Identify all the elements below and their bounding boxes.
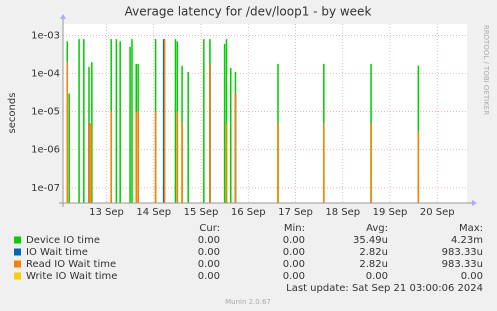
plot-area — [63, 24, 467, 203]
legend-swatch — [14, 272, 21, 280]
legend-value: 983.33u — [442, 259, 483, 270]
x-tick-label: 20 Sep — [420, 207, 455, 218]
legend-swatch — [14, 236, 21, 244]
x-tick-label: 16 Sep — [231, 207, 266, 218]
legend-header: Avg: — [366, 223, 388, 234]
x-tick-label: 17 Sep — [278, 207, 313, 218]
legend-label: Device IO time — [26, 235, 100, 246]
legend-value: 0.00 — [461, 271, 483, 282]
side-text: RRDTOOL / TOBI OETIKER — [482, 25, 490, 115]
legend-header: Max: — [459, 223, 483, 234]
legend-value: 0.00 — [198, 235, 220, 246]
chart-title: Average latency for /dev/loop1 - by week — [125, 5, 372, 19]
legend-swatch — [14, 248, 21, 256]
legend-value: 4.23m — [451, 235, 483, 246]
legend-value: 0.00 — [366, 271, 388, 282]
legend-label: Write IO Wait time — [26, 271, 117, 282]
y-tick-label: 1e-04 — [31, 69, 60, 80]
legend-header: Min: — [284, 223, 305, 234]
legend-value: 983.33u — [442, 247, 483, 258]
y-tick-label: 1e-05 — [31, 107, 60, 118]
legend-label: IO Wait time — [26, 247, 88, 258]
legend-value: 0.00 — [283, 235, 305, 246]
legend-label: Read IO Wait time — [26, 259, 116, 270]
y-tick-label: 1e-06 — [31, 145, 60, 156]
axis-arrow — [472, 200, 477, 206]
legend-value: 2.82u — [359, 259, 388, 270]
legend-value: 0.00 — [283, 247, 305, 258]
legend-value: 35.49u — [353, 235, 388, 246]
legend-swatch — [14, 260, 21, 268]
y-tick-label: 1e-07 — [31, 183, 60, 194]
legend-header: Cur: — [199, 223, 220, 234]
x-tick-label: 19 Sep — [373, 207, 408, 218]
last-update: Last update: Sat Sep 21 03:00:06 2024 — [286, 283, 483, 294]
legend-value: 0.00 — [198, 271, 220, 282]
x-tick-label: 13 Sep — [89, 207, 124, 218]
y-axis-label: seconds — [7, 93, 18, 134]
legend-value: 0.00 — [198, 247, 220, 258]
x-tick-label: 18 Sep — [325, 207, 360, 218]
legend-value: 2.82u — [359, 247, 388, 258]
x-tick-label: 15 Sep — [184, 207, 219, 218]
axis-arrow — [60, 14, 66, 19]
x-tick-label: 14 Sep — [136, 207, 171, 218]
legend-value: 0.00 — [198, 259, 220, 270]
legend-value: 0.00 — [283, 271, 305, 282]
y-tick-label: 1e-03 — [31, 30, 60, 41]
legend-value: 0.00 — [283, 259, 305, 270]
footer: Munin 2.0.67 — [225, 298, 271, 306]
